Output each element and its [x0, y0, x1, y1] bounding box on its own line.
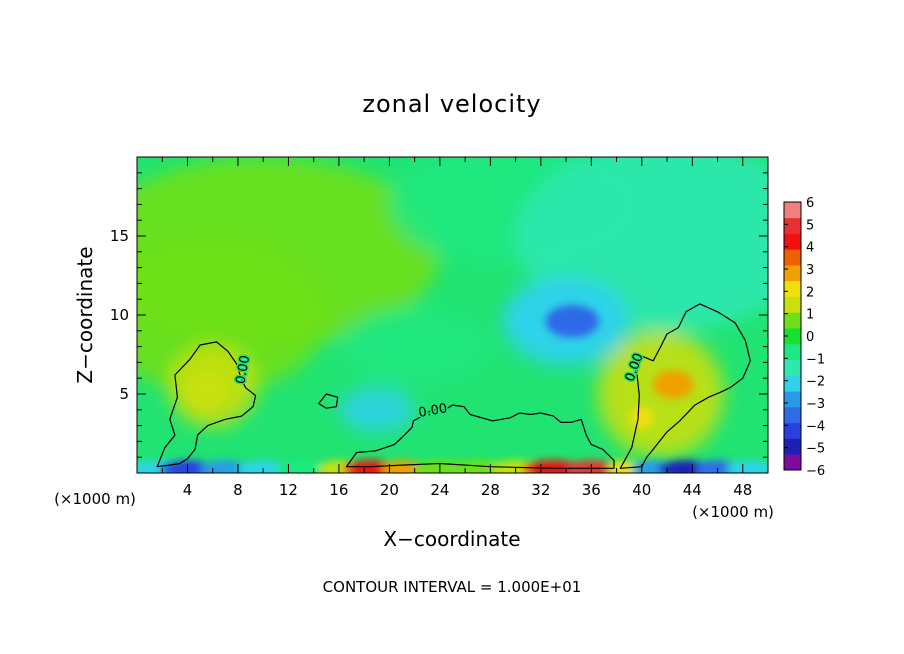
x-tick-label: 12	[279, 481, 298, 499]
contour-island	[318, 393, 339, 409]
colorbar-tick-label: −5	[806, 442, 825, 457]
x-tick-label: 16	[329, 481, 348, 499]
surface-cell	[607, 460, 639, 473]
field-region	[186, 371, 227, 410]
heatmap-field: 0.00 0.000.00	[137, 157, 768, 473]
x-axis: 4 8 12 16 20 24 28 32 36 40 44 48	[161, 157, 769, 499]
colorbar-swatch	[784, 217, 801, 234]
contour-label: 0.00	[233, 354, 253, 385]
colorbar-tick-label: 5	[806, 218, 814, 233]
x-unit-left: (×1000 m)	[54, 490, 136, 508]
colorbar-tick-label: −1	[806, 352, 825, 367]
colorbar-tick-label: −4	[806, 419, 825, 434]
field-region	[544, 303, 601, 339]
x-axis-label: X−coordinate	[383, 527, 520, 551]
colorbar-swatch	[784, 233, 801, 250]
x-unit-right: (×1000 m)	[692, 503, 774, 521]
colorbar-swatch	[784, 391, 801, 408]
colorbar: 6 5 4 3 2 1 0 −1 −2 −3 −4 −5 −6	[783, 196, 825, 479]
colorbar-swatch	[784, 328, 801, 345]
contour-interval-note: CONTOUR INTERVAL = 1.000E+01	[323, 578, 582, 596]
y-tick-label: 10	[110, 306, 129, 324]
colorbar-tick-label: 4	[806, 241, 814, 256]
colorbar-tick-label: −2	[806, 375, 825, 390]
colorbar-swatch	[784, 312, 801, 329]
colorbar-swatch	[784, 296, 801, 313]
colorbar-tick-label: 3	[806, 263, 814, 278]
y-axis-label: Z−coordinate	[73, 246, 97, 383]
x-tick-label: 40	[632, 481, 651, 499]
colorbar-swatch	[784, 406, 801, 424]
colorbar-swatch	[784, 343, 801, 361]
colorbar-tick-label: 6	[806, 196, 814, 211]
colorbar-swatch	[784, 375, 801, 392]
surface-cell	[237, 460, 289, 473]
field-region	[338, 307, 491, 387]
contour-east-cell	[619, 303, 751, 469]
contour-label: 0.00	[417, 401, 448, 421]
surface-cell	[726, 460, 768, 473]
y-tick-label: 5	[119, 385, 129, 403]
x-tick-label: 24	[430, 481, 449, 499]
field-region	[137, 236, 327, 394]
colorbar-swatch	[784, 202, 801, 219]
colorbar-swatch	[784, 280, 801, 297]
field-region	[653, 370, 694, 399]
colorbar-swatch	[784, 265, 801, 282]
contour-central-cell	[345, 404, 615, 469]
colorbar-tick-label: 0	[806, 330, 814, 345]
y-axis: 5 10 15	[110, 172, 768, 458]
x-tick-label: 8	[233, 481, 243, 499]
x-tick-label: 28	[481, 481, 500, 499]
chart-title: zonal velocity	[362, 90, 541, 118]
x-tick-label: 20	[380, 481, 399, 499]
colorbar-tick-label: 2	[806, 285, 814, 300]
colorbar-swatch	[784, 454, 801, 471]
x-tick-label: 48	[733, 481, 752, 499]
field-region	[630, 406, 654, 429]
x-tick-label: 32	[531, 481, 550, 499]
x-tick-label: 36	[582, 481, 601, 499]
colorbar-swatch	[784, 422, 801, 439]
colorbar-swatch	[784, 359, 801, 376]
x-tick-label: 4	[183, 481, 193, 499]
surface-cell	[381, 460, 423, 473]
contour-west-cell	[156, 341, 257, 468]
x-tick-label: 44	[683, 481, 702, 499]
colorbar-swatch	[784, 249, 801, 266]
field-region	[338, 387, 415, 432]
y-tick-label: 15	[110, 227, 129, 245]
colorbar-swatch	[784, 438, 801, 455]
colorbar-tick-label: 1	[806, 308, 814, 323]
colorbar-tick-label: −6	[806, 464, 825, 479]
colorbar-tick-label: −3	[806, 397, 825, 412]
